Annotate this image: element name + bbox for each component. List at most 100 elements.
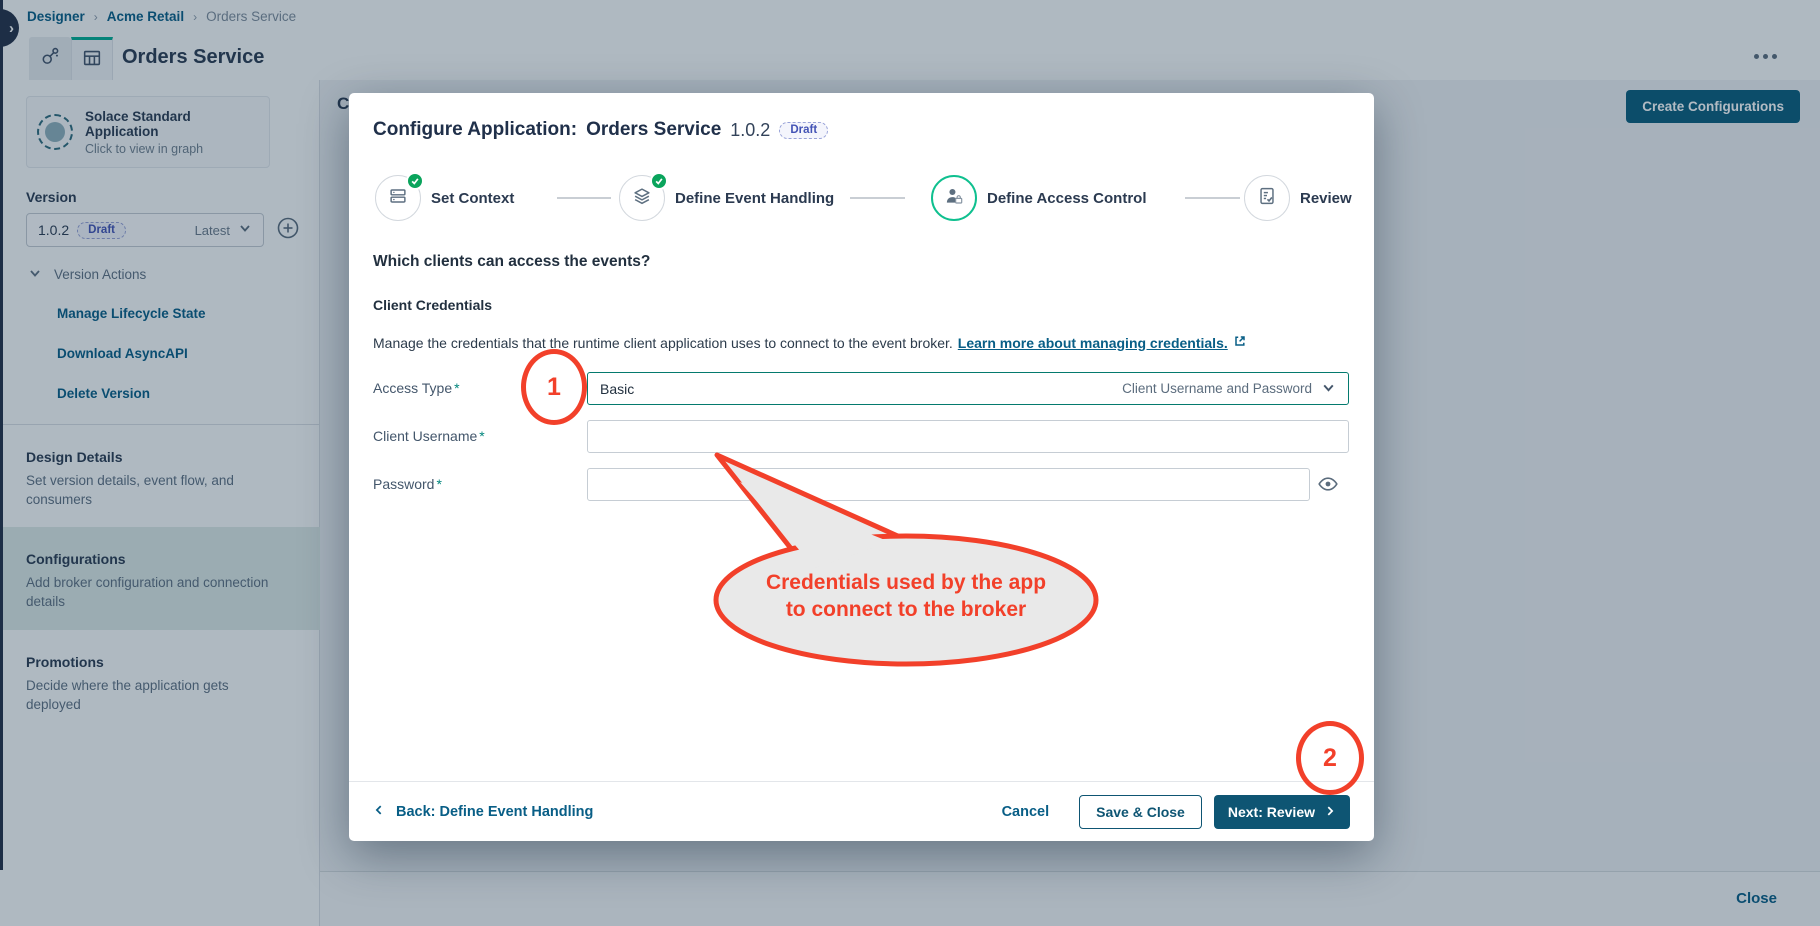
- step-connector: [557, 197, 611, 199]
- breadcrumb-orders-service: Orders Service: [206, 9, 297, 24]
- application-graph-card[interactable]: Solace Standard Application Click to vie…: [26, 96, 270, 168]
- step-label-review: Review: [1300, 189, 1352, 207]
- graph-view-icon: [39, 45, 61, 72]
- marker-number: 1: [547, 372, 561, 401]
- annotation-bubble-text: Credentials used by the app to connect t…: [726, 570, 1086, 624]
- step-set-context[interactable]: [375, 172, 424, 221]
- main-footer-bar: Close: [320, 871, 1820, 926]
- step-label-define-access-control: Define Access Control: [987, 189, 1147, 207]
- section-desc: Set version details, event flow, and con…: [26, 473, 234, 508]
- client-username-label: Client Username *: [373, 428, 485, 444]
- chevron-right-icon: ›: [9, 19, 14, 37]
- modal-title-version: 1.0.2: [730, 119, 771, 140]
- chevron-separator-icon: ›: [93, 9, 98, 24]
- application-node-icon: [37, 114, 73, 150]
- required-asterisk: *: [479, 428, 485, 444]
- more-options-icon[interactable]: [1754, 54, 1777, 59]
- download-asyncapi-link[interactable]: Download AsyncAPI: [57, 346, 188, 361]
- application-card-hint: Click to view in graph: [85, 141, 204, 156]
- back-button[interactable]: Back: Define Event Handling: [373, 804, 593, 820]
- access-type-dropdown[interactable]: Basic Client Username and Password: [587, 372, 1349, 405]
- application-type-label: Solace Standard Application: [85, 108, 191, 139]
- chevron-down-icon: [28, 266, 42, 283]
- configure-application-modal: Configure Application: Orders Service 1.…: [349, 93, 1374, 841]
- chevron-down-icon: [238, 221, 252, 240]
- credentials-description: Manage the credentials that the runtime …: [373, 334, 1247, 351]
- chevron-left-icon: [373, 804, 385, 820]
- divider: [0, 424, 320, 425]
- annotation-bubble: [713, 452, 1099, 667]
- delete-version-link[interactable]: Delete Version: [57, 386, 151, 401]
- view-tabs: [29, 37, 113, 80]
- password-input[interactable]: [587, 468, 1310, 501]
- sidebar-item-promotions[interactable]: Promotions Decide where the application …: [0, 630, 320, 732]
- clipboard-check-icon: [1256, 185, 1278, 212]
- chevron-right-icon: [1324, 804, 1336, 820]
- app-header: [0, 0, 1820, 80]
- user-lock-icon: [943, 185, 965, 212]
- version-selector[interactable]: 1.0.2 Draft Latest: [26, 213, 264, 247]
- external-link-icon: [1233, 334, 1247, 351]
- bubble-line-1: Credentials used by the app: [765, 571, 1047, 594]
- required-asterisk: *: [436, 476, 442, 492]
- section-title: Promotions: [26, 653, 104, 670]
- sidebar-item-design-details[interactable]: Design Details Set version details, even…: [0, 425, 320, 527]
- access-type-label: Access Type *: [373, 380, 460, 396]
- label-text: Access Type: [373, 380, 453, 396]
- modal-title-prefix: Configure Application:: [373, 119, 578, 140]
- password-label: Password *: [373, 476, 442, 492]
- breadcrumb-acme-retail[interactable]: Acme Retail: [106, 9, 185, 24]
- version-actions-label: Version Actions: [54, 267, 147, 282]
- client-username-input[interactable]: [587, 420, 1349, 453]
- section-desc: Add broker configuration and connection …: [26, 575, 269, 610]
- access-type-hint: Client Username and Password: [1122, 381, 1312, 396]
- chevron-separator-icon: ›: [193, 9, 198, 24]
- description-text: Manage the credentials that the runtime …: [373, 334, 953, 351]
- step-label-set-context: Set Context: [431, 189, 515, 207]
- annotation-marker-1: 1: [521, 349, 587, 425]
- sidebar: Solace Standard Application Click to vie…: [0, 80, 320, 926]
- table-view-icon: [81, 47, 103, 74]
- left-rail: [0, 0, 3, 870]
- version-actions-toggle[interactable]: Version Actions: [28, 266, 146, 283]
- modal-status-badge: Draft: [779, 121, 829, 139]
- expand-nav-button[interactable]: ›: [0, 9, 19, 47]
- breadcrumb-designer[interactable]: Designer: [27, 9, 85, 24]
- add-version-button[interactable]: [276, 216, 300, 240]
- cancel-button[interactable]: Cancel: [1001, 803, 1050, 820]
- manage-lifecycle-link[interactable]: Manage Lifecycle State: [57, 306, 206, 321]
- save-close-button[interactable]: Save & Close: [1079, 794, 1202, 829]
- marker-number: 2: [1323, 743, 1337, 772]
- access-type-value: Basic: [600, 380, 635, 397]
- client-credentials-title: Client Credentials: [373, 297, 493, 313]
- chevron-down-icon: [1321, 380, 1336, 398]
- next-review-button[interactable]: Next: Review: [1213, 794, 1350, 829]
- section-desc: Decide where the application gets deploy…: [26, 677, 229, 712]
- step-complete-check-icon: [406, 172, 424, 190]
- close-link[interactable]: Close: [1736, 890, 1777, 907]
- step-define-access-control[interactable]: [931, 175, 977, 221]
- bubble-line-2: to connect to the broker: [785, 597, 1027, 621]
- create-configurations-button[interactable]: Create Configurations: [1626, 90, 1800, 123]
- layers-icon: [631, 185, 653, 212]
- tab-graph-view[interactable]: [29, 37, 71, 80]
- step-define-event-handling[interactable]: [619, 172, 668, 221]
- version-latest-label: Latest: [194, 222, 230, 238]
- modal-title: Configure Application: Orders Service 1.…: [373, 119, 829, 141]
- learn-more-link[interactable]: Learn more about managing credentials.: [957, 334, 1228, 351]
- show-password-icon[interactable]: [1317, 473, 1341, 497]
- required-asterisk: *: [454, 380, 460, 396]
- next-label: Next: Review: [1227, 803, 1315, 820]
- section-title: Configurations: [26, 551, 126, 568]
- version-section-label: Version: [26, 189, 77, 205]
- step-label-define-event-handling: Define Event Handling: [675, 189, 835, 207]
- modal-question: Which clients can access the events?: [373, 253, 651, 270]
- step-complete-check-icon: [650, 172, 668, 190]
- tab-table-view[interactable]: [71, 37, 113, 80]
- breadcrumb: Designer › Acme Retail › Orders Service: [27, 9, 296, 24]
- page-title: Orders Service: [122, 46, 265, 68]
- step-review[interactable]: [1244, 175, 1290, 221]
- modal-title-name: Orders Service: [586, 119, 722, 140]
- back-label: Back: Define Event Handling: [396, 803, 594, 820]
- sidebar-item-configurations[interactable]: Configurations Add broker configuration …: [0, 527, 320, 630]
